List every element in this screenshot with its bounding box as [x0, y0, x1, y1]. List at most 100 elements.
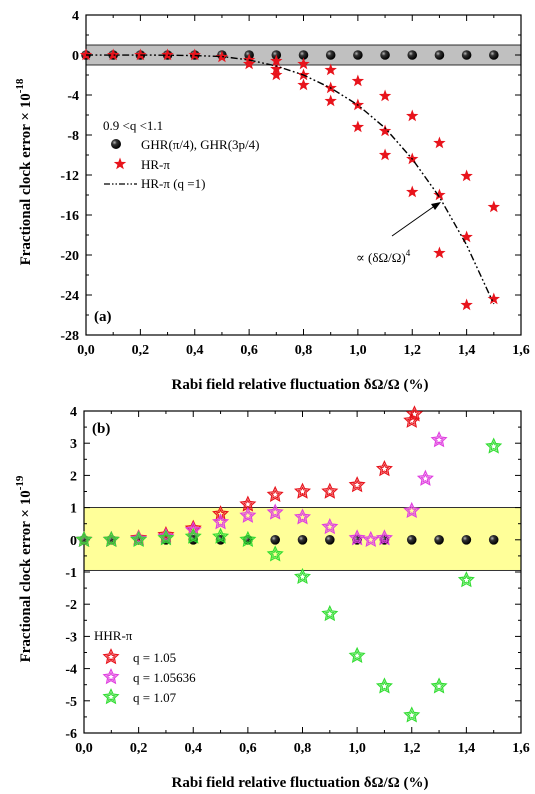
x-tick-label: 1,4 — [458, 741, 476, 756]
data-point-open-star — [266, 545, 284, 562]
x-tick-label: 1,0 — [349, 343, 367, 358]
data-point-star — [460, 169, 473, 182]
x-tick-label: 0,4 — [186, 343, 204, 358]
panel-a-label: (a) — [94, 309, 112, 325]
panel-a-annotation-text: ∝ (δΩ/Ω) — [356, 250, 406, 265]
y-tick-label: 0 — [70, 534, 77, 549]
x-tick-label: 0,8 — [294, 741, 312, 756]
svg-text:Fractional clock error × 10-19: Fractional clock error × 10-19 — [14, 475, 34, 662]
panel-b-series — [75, 405, 503, 723]
data-point-star — [433, 136, 446, 149]
x-tick-label: 1,4 — [458, 343, 476, 358]
panel-b-legend-title: HHR-π — [94, 628, 133, 643]
x-tick-label: 0,8 — [295, 343, 313, 358]
y-tick-label: -24 — [60, 289, 79, 304]
panel-a-ylabel-exp: -18 — [14, 78, 26, 93]
x-tick-label: 0,6 — [240, 343, 258, 358]
y-tick-label: 4 — [72, 9, 79, 24]
data-point-ball — [297, 535, 308, 545]
panel-b-xlabel: Rabi field relative fluctuation δΩ/Ω (%) — [172, 775, 429, 791]
data-point-star — [242, 57, 256, 70]
panel-b: 0,0 0,2 0,4 0,6 0,8 1,0 1,2 1,4 1,6 4 3 2 1 0 -1 -2 -3 -4… — [14, 405, 530, 791]
panel-b-ylabel-exp: -19 — [14, 475, 26, 490]
data-point-open-star — [130, 530, 148, 548]
svg-text:Fractional clock error × 10-18: Fractional clock error × 10-18 — [14, 78, 34, 265]
y-tick-label: -2 — [65, 598, 77, 613]
y-tick-label: 3 — [70, 437, 77, 452]
panel-a-annotation-arrow-line — [391, 204, 437, 237]
data-point-star — [378, 124, 392, 137]
y-tick-label: -1 — [65, 566, 77, 581]
y-tick-label: -20 — [60, 249, 79, 264]
data-point-star — [487, 200, 500, 213]
y-tick-label: 4 — [70, 405, 77, 420]
panel-a-legend-title: 0.9 <q <1.1 — [103, 118, 163, 133]
panel-a-annotation-sup: 4 — [406, 248, 411, 258]
panel-a-legend-entry-2: HR-π (q =1) — [141, 176, 205, 191]
data-point-open-star — [184, 527, 202, 544]
data-point-star — [215, 50, 229, 63]
x-tick-label: 0,0 — [75, 741, 93, 756]
data-point-ball — [325, 535, 335, 545]
data-point-ball — [434, 535, 444, 545]
data-point-star — [161, 48, 174, 61]
x-tick-label: 1,6 — [512, 343, 530, 358]
panel-b-label: (b) — [92, 421, 110, 437]
data-point-open-star — [362, 530, 380, 548]
x-tick-label: 0,4 — [185, 741, 203, 756]
data-point-open-star — [375, 460, 393, 477]
data-point-open-star — [239, 506, 257, 523]
x-tick-label: 1,6 — [512, 741, 530, 756]
y-tick-label: -4 — [67, 89, 79, 104]
data-point-star — [378, 89, 392, 102]
panel-a-ylabel-text: Fractional clock error × 10 — [18, 93, 34, 265]
data-point-star — [324, 63, 337, 76]
data-point-star — [107, 48, 120, 61]
data-point-ball — [325, 50, 336, 60]
panel-a-legend-entry-0: GHR(π/4), GHR(3p/4) — [141, 137, 260, 152]
data-point-open-star — [321, 517, 339, 535]
data-point-star — [460, 230, 473, 243]
panel-b-legend-entry-1: q = 1.05636 — [133, 670, 196, 685]
data-point-ball — [489, 50, 499, 60]
data-point-star — [433, 188, 446, 201]
panel-a-ticks: 0,0 0,2 0,4 0,6 0,8 1,0 1,2 1,4 1,6 4 0 -4 -8 -12 -16 -… — [60, 9, 529, 358]
x-tick-label: 1,2 — [404, 343, 422, 358]
data-point-star — [351, 120, 365, 133]
data-point-ball — [270, 535, 280, 545]
data-point-open-star — [321, 482, 339, 499]
panel-b-legend-marker-0 — [102, 648, 120, 665]
data-point-ball — [461, 535, 472, 545]
data-point-star — [324, 94, 337, 107]
data-point-open-star — [416, 469, 434, 486]
data-point-ball — [407, 50, 418, 60]
y-tick-label: -16 — [60, 209, 79, 224]
panel-b-legend: HHR-π q = 1.05 q = 1.05636 q = 1.07 — [94, 628, 196, 705]
data-point-open-star — [75, 530, 93, 548]
data-point-open-star — [212, 527, 230, 544]
panel-b-legend-marker-2 — [102, 688, 120, 705]
panel-b-legend-entry-2: q = 1.07 — [133, 690, 177, 705]
data-point-star — [79, 48, 93, 61]
data-point-ball — [434, 50, 445, 60]
y-tick-label: -12 — [60, 169, 79, 184]
y-tick-label: -3 — [65, 630, 77, 645]
y-tick-label: 1 — [70, 502, 77, 517]
data-point-open-star — [348, 646, 366, 663]
y-tick-label: -8 — [67, 129, 79, 144]
panel-a-legend-star-marker — [113, 157, 127, 170]
panel-a: 0,0 0,2 0,4 0,6 0,8 1,0 1,2 1,4 1,6 4 0 -4 -8 -12 -16 -… — [14, 9, 530, 393]
data-point-ball — [298, 50, 309, 60]
svg-text:∝ (δΩ/Ω)4: ∝ (δΩ/Ω)4 — [356, 248, 411, 265]
y-tick-label: -5 — [65, 695, 77, 710]
panel-a-series — [79, 48, 500, 311]
panel-a-xlabel: Rabi field relative fluctuation δΩ/Ω (%) — [172, 377, 429, 393]
panel-a-legend-ball-marker — [111, 139, 121, 149]
data-point-open-star — [294, 567, 311, 585]
data-point-star — [406, 109, 419, 122]
data-point-open-star — [403, 706, 421, 723]
data-point-ball — [353, 50, 363, 60]
x-tick-label: 1,0 — [348, 741, 366, 756]
data-point-open-star — [375, 529, 393, 546]
data-point-open-star — [405, 405, 423, 422]
